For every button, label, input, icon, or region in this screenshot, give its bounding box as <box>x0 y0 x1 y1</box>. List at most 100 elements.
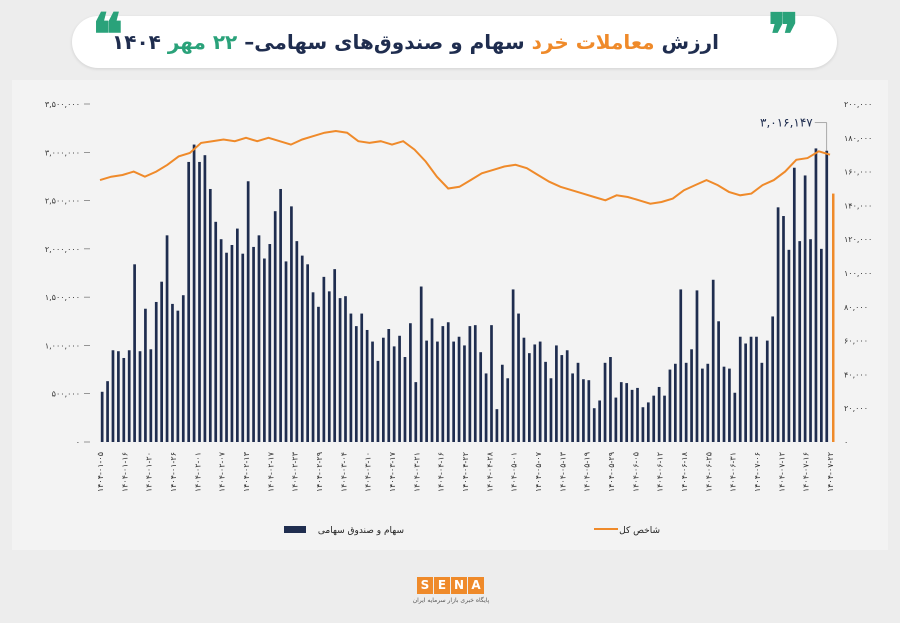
title-banner: ارزش معاملات خرد سهام و صندوق‌های سهامی–… <box>72 16 837 68</box>
title-part-4: ۲۲ مهر <box>167 30 238 54</box>
bar <box>538 341 542 442</box>
bar <box>641 407 645 442</box>
x-tick-label: ۱۴۰۴-۰۳-۰۴ <box>339 452 348 492</box>
bar <box>706 363 710 442</box>
x-tick-label: ۱۴۰۴-۰۵-۲۹ <box>607 452 616 492</box>
bar <box>544 361 547 442</box>
bar <box>571 373 574 442</box>
bar <box>230 244 234 442</box>
y-left-tick-label: ۲,۰۰۰,۰۰۰ <box>45 245 80 254</box>
bar <box>338 298 342 442</box>
bar <box>636 387 639 442</box>
x-tick-label: ۱۴۰۴-۰۲-۰۱ <box>193 452 202 492</box>
bar <box>506 378 510 442</box>
bar <box>560 355 564 442</box>
bar <box>403 357 407 442</box>
bar <box>592 408 596 442</box>
bar <box>165 235 169 442</box>
legend-label-line: شاخص کل <box>619 526 660 536</box>
bar <box>376 360 380 442</box>
bar <box>452 341 455 442</box>
index-end-marker <box>832 193 835 442</box>
x-tick-label: ۱۴۰۴-۰۴-۲۸ <box>485 451 494 492</box>
bar <box>436 341 439 442</box>
y-left-tick-label: ۳,۰۰۰,۰۰۰ <box>45 148 80 157</box>
bar <box>619 382 623 442</box>
y-right-tick-label: ۱۴۰,۰۰۰ <box>844 201 872 210</box>
logo-letter: S <box>417 577 433 594</box>
bar <box>527 353 531 442</box>
bar <box>181 295 185 442</box>
bar <box>500 364 504 442</box>
x-tick-label: ۱۴۰۴-۰۲-۰۷ <box>218 451 227 492</box>
legend-swatch-bars <box>284 526 306 533</box>
bar <box>246 181 250 442</box>
bar <box>760 362 764 442</box>
bar <box>263 258 266 442</box>
chart-svg: ۳,۵۰۰,۰۰۰ ۳,۰۰۰,۰۰۰ ۲,۵۰۰,۰۰۰ ۲,۰۰۰,۰۰۰ ۱,۵۰… <box>45 100 873 536</box>
bar <box>609 357 612 442</box>
bar <box>652 395 656 442</box>
x-tick-label: ۱۴۰۴-۰۷-۱۲ <box>777 452 786 492</box>
y-right-tick-label: ۱۲۰,۰۰۰ <box>844 235 872 244</box>
bar <box>787 249 791 442</box>
bar <box>414 382 418 442</box>
bar <box>284 261 288 442</box>
y-right-tick-label: ۲۰,۰۰۰ <box>844 404 868 413</box>
bar <box>717 321 720 442</box>
bar <box>360 313 364 442</box>
index-line <box>99 129 831 205</box>
x-tick-label: ۱۴۰۴-۰۴-۲۲ <box>461 452 470 492</box>
bar <box>327 291 331 442</box>
bar <box>295 241 299 442</box>
bar <box>479 352 483 442</box>
x-tick-label: ۱۴۰۴-۰۶-۰۵ <box>631 452 640 492</box>
y-right-tick-label: ۸۰,۰۰۰ <box>844 303 868 312</box>
bar <box>744 343 747 442</box>
logo-letter: A <box>468 577 484 594</box>
bar <box>208 188 212 442</box>
bar <box>517 313 520 442</box>
y-right-tick-label: ۴۰,۰۰۰ <box>844 370 868 379</box>
title-part-1: ارزش <box>661 30 719 54</box>
bar <box>587 380 591 442</box>
bar <box>473 325 477 442</box>
quote-close-icon: ❞ <box>768 1 800 69</box>
bar <box>219 239 223 442</box>
y-right-tick-label: ۲۰۰,۰۰۰ <box>844 100 872 109</box>
y-right-tick-label: ۱۸۰,۰۰۰ <box>844 134 872 143</box>
bar <box>576 362 580 442</box>
bar <box>241 253 245 442</box>
x-tick-label: ۱۴۰۴-۰۱-۰۵ <box>96 452 105 492</box>
bar <box>446 322 450 442</box>
bar <box>749 336 753 442</box>
bar <box>187 161 191 442</box>
bar <box>679 289 683 442</box>
chart-title: ارزش معاملات خرد سهام و صندوق‌های سهامی–… <box>112 30 719 54</box>
bar <box>646 402 650 442</box>
x-tick-label: ۱۴۰۴-۰۱-۲۰ <box>145 452 154 492</box>
x-tick-label: ۱۴۰۴-۰۶-۲۵ <box>704 452 713 492</box>
bar <box>711 279 715 442</box>
bar <box>614 397 618 442</box>
x-tick-label: ۱۴۰۴-۰۲-۲۹ <box>315 452 324 492</box>
bar <box>792 167 796 442</box>
bar <box>252 246 255 442</box>
bar <box>733 392 737 442</box>
y-right-tick-label: ۱۰۰,۰۰۰ <box>844 269 872 278</box>
bar <box>268 244 272 442</box>
bar <box>300 255 304 442</box>
x-tick-label: ۱۴۰۴-۰۲-۱۳ <box>242 451 251 492</box>
bar <box>149 349 153 442</box>
bar <box>235 228 239 442</box>
y-right-tick-label: ۱۶۰,۰۰۰ <box>844 168 872 177</box>
bar <box>133 264 136 442</box>
bar <box>782 216 785 442</box>
bar <box>311 292 315 442</box>
bar <box>430 318 434 442</box>
bar <box>100 391 104 442</box>
bar <box>582 379 585 442</box>
bar <box>365 329 369 442</box>
bar <box>798 241 802 442</box>
